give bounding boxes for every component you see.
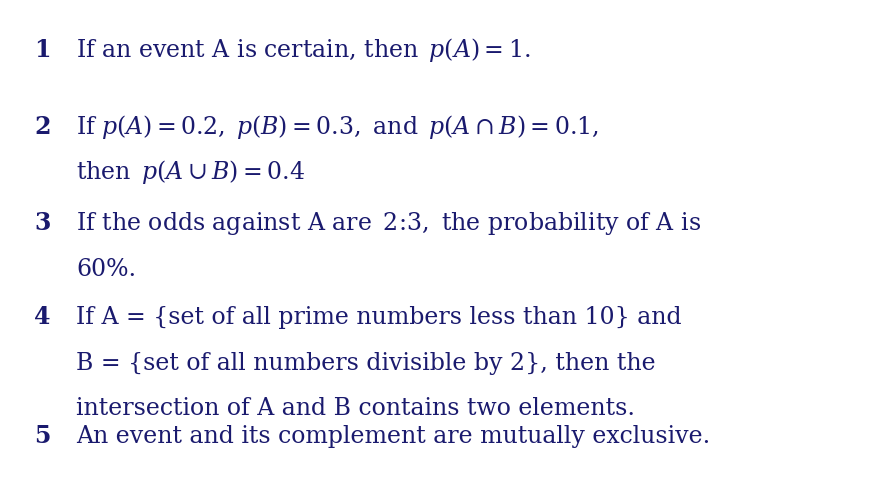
Text: 4: 4 xyxy=(34,305,50,329)
Text: An event and its complement are mutually exclusive.: An event and its complement are mutually… xyxy=(76,425,710,448)
Text: 3: 3 xyxy=(34,211,50,235)
Text: 5: 5 xyxy=(34,424,50,448)
Text: 2: 2 xyxy=(34,115,50,139)
Text: intersection of A and B contains two elements.: intersection of A and B contains two ele… xyxy=(76,397,635,420)
Text: 1: 1 xyxy=(34,38,50,62)
Text: If $p(A) = 0.2,\; p(B) = 0.3,$ and $\,p(A \cap B) = 0.1,$: If $p(A) = 0.2,\; p(B) = 0.3,$ and $\,p(… xyxy=(76,113,599,141)
Text: 60%.: 60%. xyxy=(76,258,136,281)
Text: B = {set of all numbers divisible by 2}, then the: B = {set of all numbers divisible by 2},… xyxy=(76,352,655,375)
Text: If A = {set of all prime numbers less than 10} and: If A = {set of all prime numbers less th… xyxy=(76,306,681,329)
Text: If the odds against A are $\,2\!:\!3,$ the probability of A is: If the odds against A are $\,2\!:\!3,$ t… xyxy=(76,210,701,237)
Text: then $\,p(A \cup B) = 0.4$: then $\,p(A \cup B) = 0.4$ xyxy=(76,158,305,186)
Text: If an event A is certain, then $\,p(A) = 1.$: If an event A is certain, then $\,p(A) =… xyxy=(76,36,530,64)
